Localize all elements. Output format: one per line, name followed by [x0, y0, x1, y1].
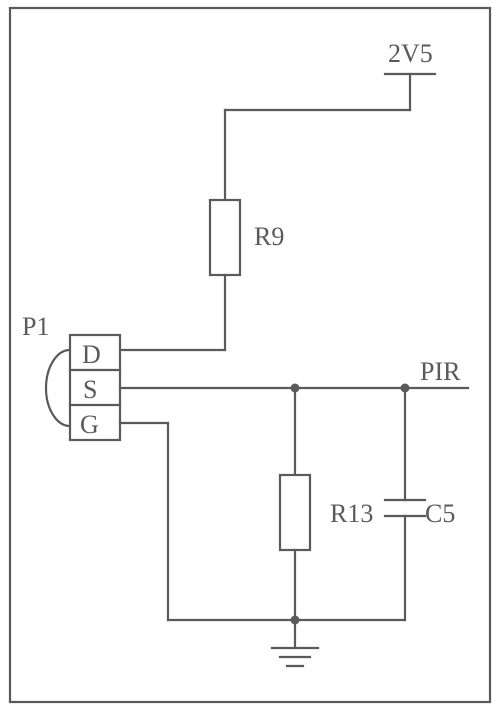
p1-pin-d-label: D [82, 340, 101, 369]
p1-pin-s-label: S [83, 375, 97, 404]
pir-label: PIR [420, 357, 461, 386]
resistor-r9 [210, 200, 240, 275]
junction-node-1 [401, 384, 410, 393]
p1-dome [46, 350, 70, 426]
resistor-r13 [280, 475, 310, 550]
junction-node-0 [291, 384, 300, 393]
c5-label: C5 [425, 499, 455, 528]
p1-label: P1 [22, 312, 49, 341]
supply-2v5-label: 2V5 [388, 39, 433, 68]
p1-pin-g-label: G [80, 410, 99, 439]
r13-label: R13 [330, 499, 373, 528]
r9-label: R9 [254, 222, 284, 251]
